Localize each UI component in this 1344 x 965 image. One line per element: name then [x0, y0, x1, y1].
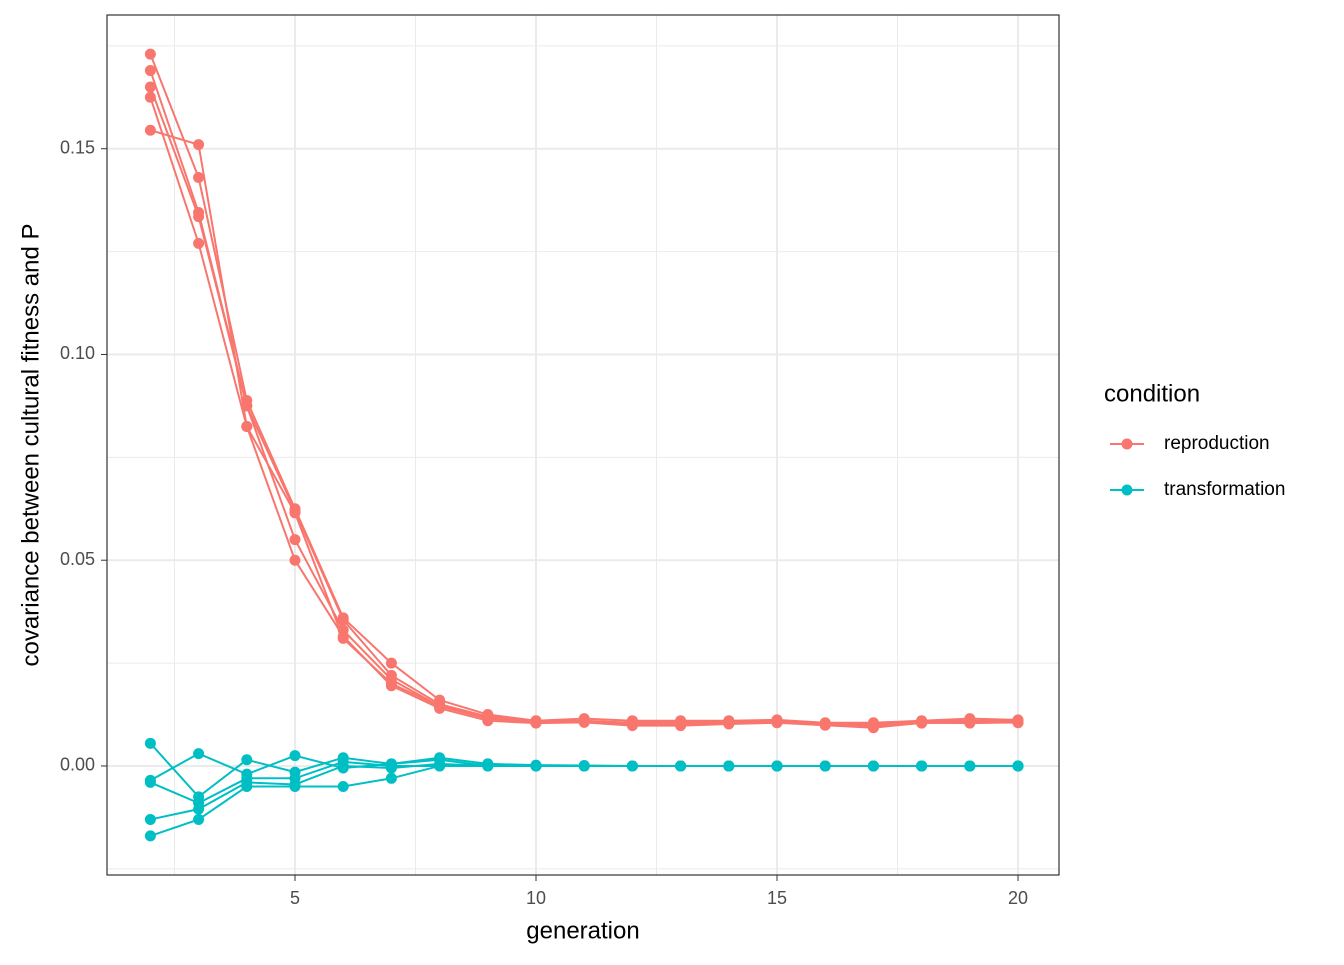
data-point: [144, 91, 156, 103]
y-tick-label: 0.05: [60, 549, 95, 569]
data-point: [819, 718, 831, 730]
data-point: [144, 65, 156, 77]
data-point: [578, 716, 590, 728]
x-tick-label: 20: [1008, 888, 1028, 908]
x-tick-label: 5: [290, 888, 300, 908]
legend-key-point: [1121, 484, 1133, 496]
data-point: [144, 81, 156, 93]
data-point: [434, 700, 446, 712]
data-point: [964, 716, 976, 728]
data-point: [193, 748, 205, 760]
legend-label: reproduction: [1164, 433, 1270, 454]
data-point: [144, 124, 156, 136]
data-point: [144, 737, 156, 749]
data-point: [385, 678, 397, 690]
y-tick-label: 0.10: [60, 343, 95, 363]
data-point: [867, 720, 879, 732]
data-point: [193, 139, 205, 151]
x-axis-title: generation: [526, 917, 639, 944]
data-point: [482, 711, 494, 723]
data-point: [771, 716, 783, 728]
data-point: [385, 762, 397, 774]
data-point: [289, 781, 301, 793]
data-point: [241, 420, 253, 432]
x-tick-label: 15: [767, 888, 787, 908]
data-point: [193, 237, 205, 249]
data-point: [193, 172, 205, 184]
data-point: [144, 813, 156, 825]
data-point: [337, 760, 349, 772]
panel: [107, 15, 1059, 875]
data-point: [1012, 760, 1024, 772]
data-point: [193, 211, 205, 223]
y-tick-label: 0.15: [60, 137, 95, 157]
data-point: [337, 614, 349, 626]
data-point: [819, 760, 831, 772]
data-point: [289, 750, 301, 762]
data-point: [723, 760, 735, 772]
data-point: [337, 781, 349, 793]
data-point: [1012, 717, 1024, 729]
data-point: [241, 754, 253, 766]
data-point: [675, 760, 687, 772]
data-point: [530, 716, 542, 728]
data-point: [337, 632, 349, 644]
legend-key-point: [1121, 438, 1133, 450]
data-point: [482, 760, 494, 772]
data-point: [289, 554, 301, 566]
data-point: [916, 760, 928, 772]
data-point: [771, 760, 783, 772]
data-point: [626, 718, 638, 730]
panel-border: [106, 14, 1060, 876]
data-point: [964, 760, 976, 772]
data-point: [144, 48, 156, 60]
data-point: [723, 717, 735, 729]
data-point: [385, 657, 397, 669]
y-axis-title: covariance between cultural fitness and …: [17, 224, 44, 667]
x-tick-label: 10: [526, 888, 546, 908]
data-point: [144, 830, 156, 842]
data-point: [144, 776, 156, 788]
data-point: [289, 534, 301, 546]
data-point: [434, 760, 446, 772]
data-point: [193, 803, 205, 815]
data-point: [289, 507, 301, 519]
data-point: [578, 760, 590, 772]
data-point: [193, 813, 205, 825]
legend-title: condition: [1104, 380, 1200, 407]
data-point: [530, 760, 542, 772]
data-point: [241, 781, 253, 793]
data-point: [916, 717, 928, 729]
data-point: [385, 772, 397, 784]
data-point: [675, 718, 687, 730]
legend-label: transformation: [1164, 479, 1285, 500]
y-tick-label: 0.00: [60, 755, 95, 775]
data-point: [867, 760, 879, 772]
data-point: [626, 760, 638, 772]
